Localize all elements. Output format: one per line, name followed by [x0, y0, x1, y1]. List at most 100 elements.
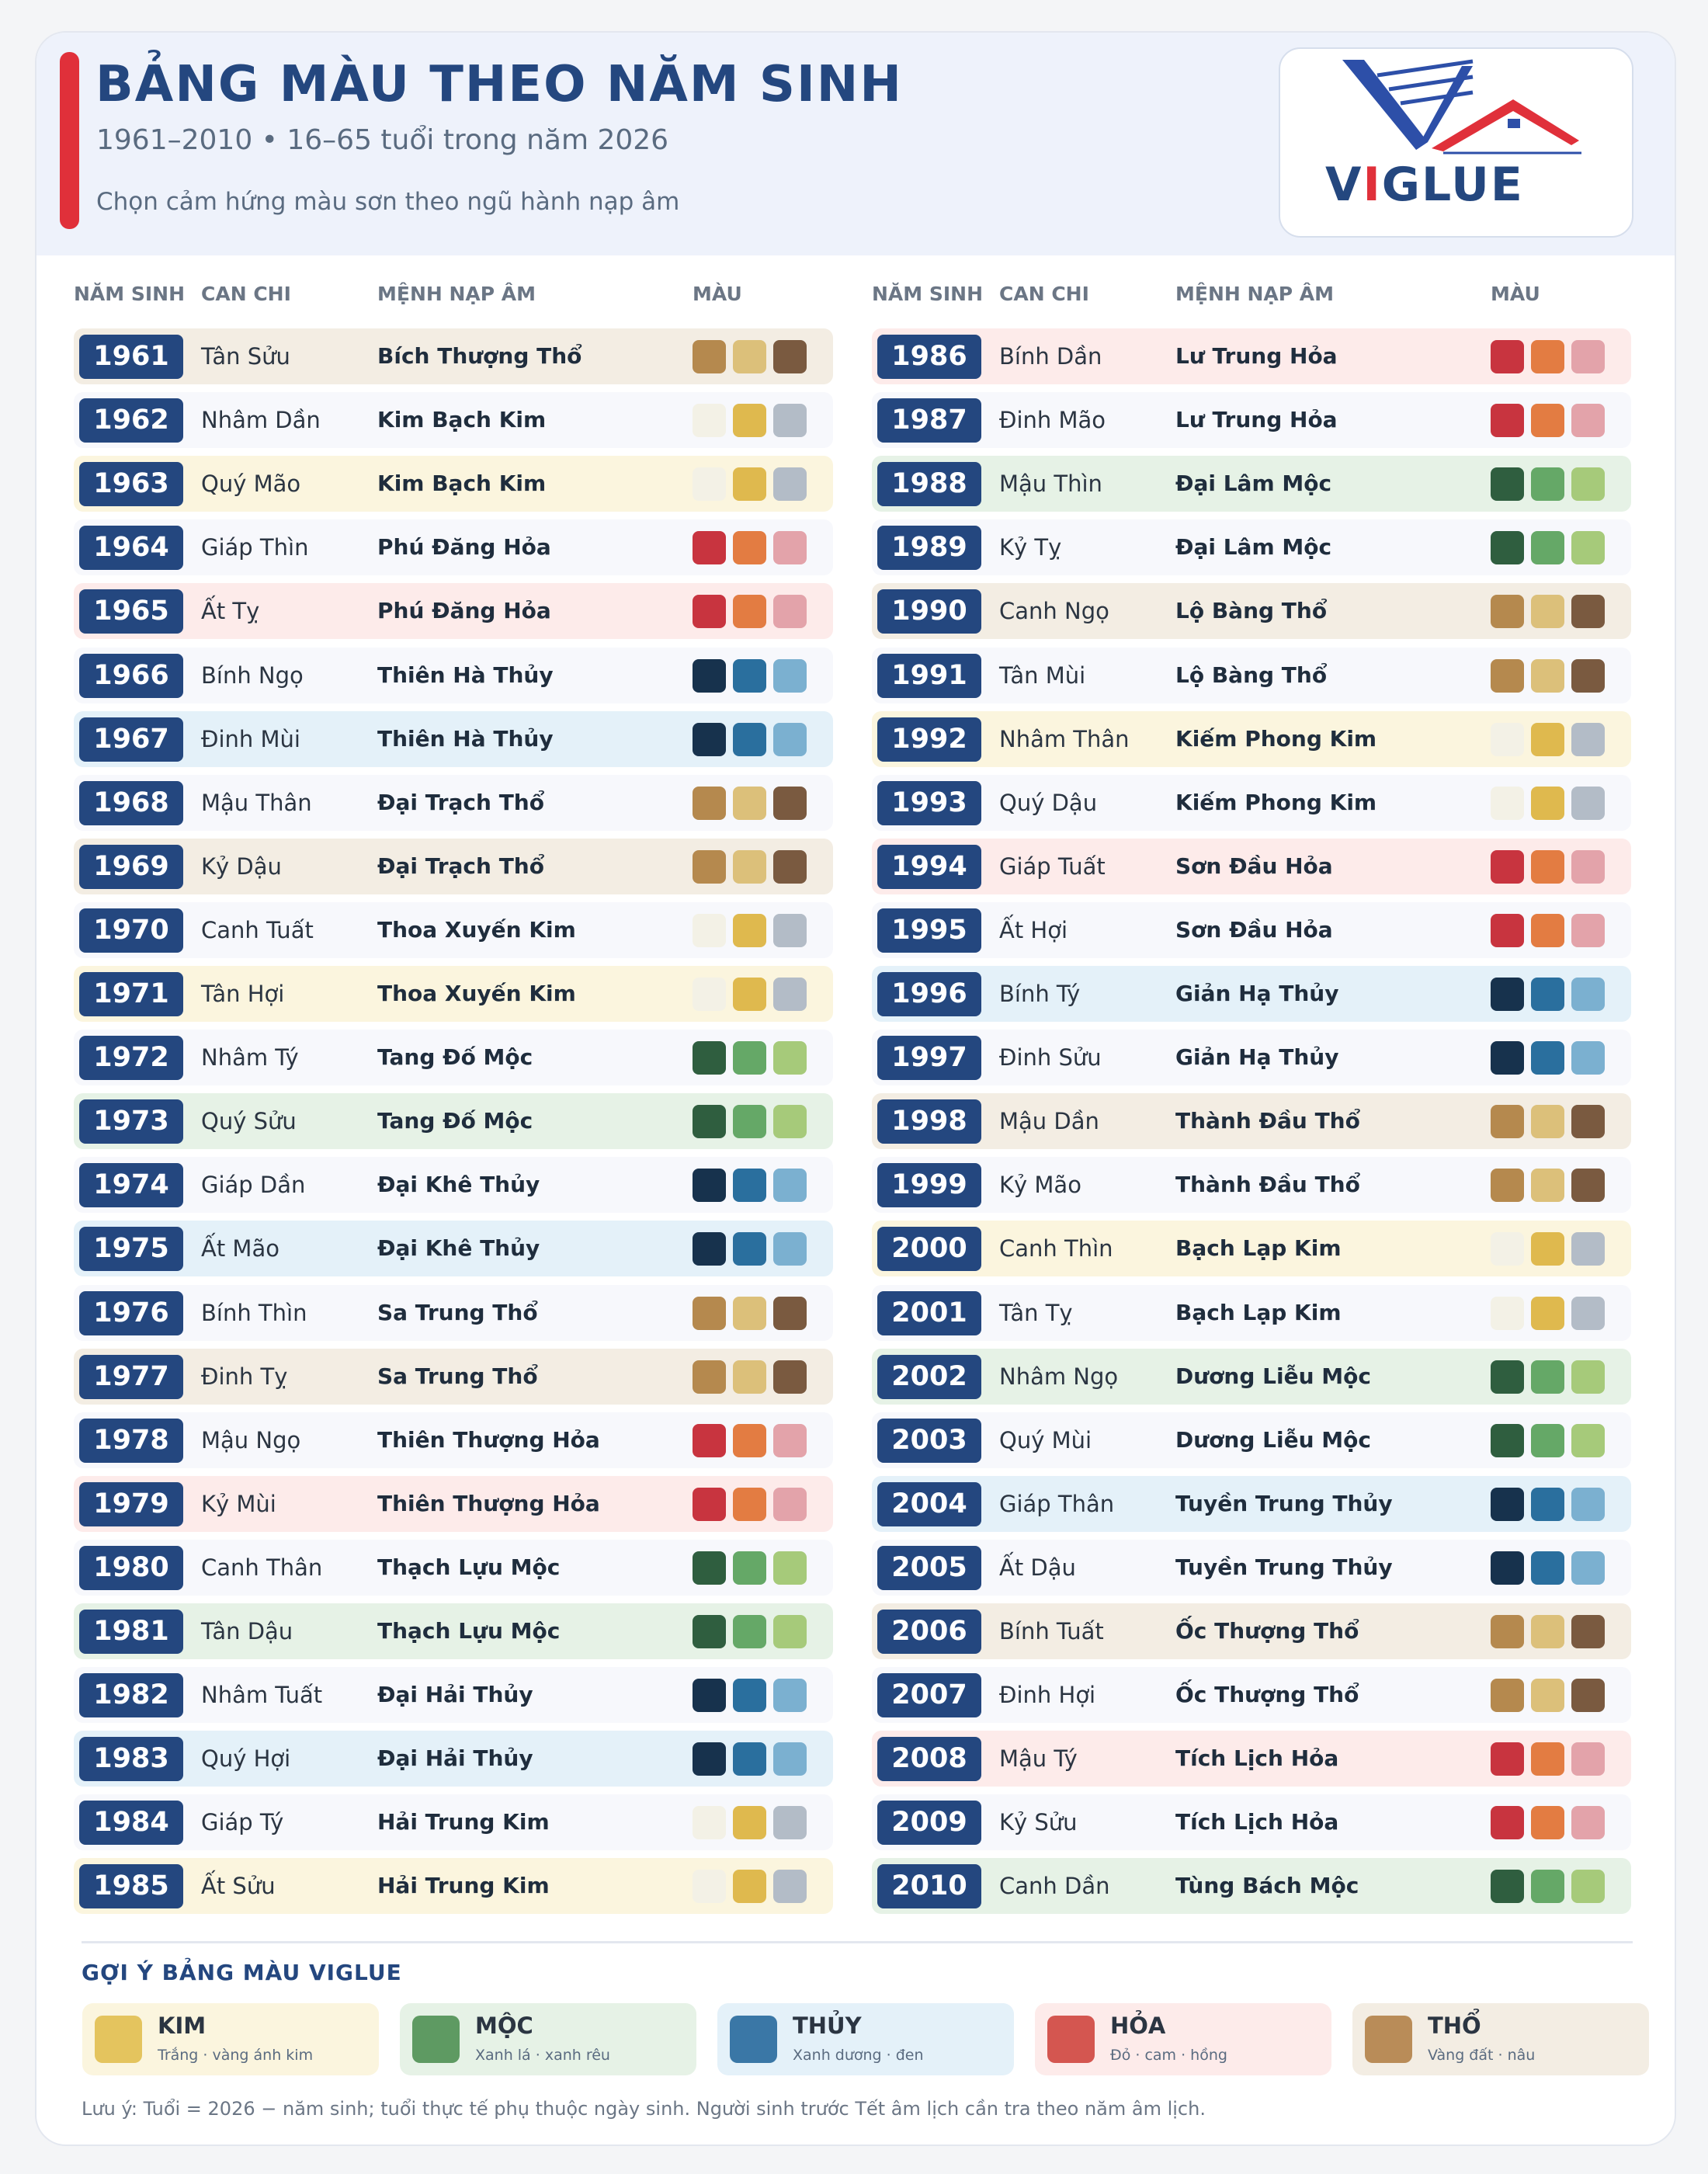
color-swatch [1531, 1615, 1564, 1648]
can-chi: Kỷ Mùi [201, 1490, 276, 1517]
year-badge: 1974 [79, 1163, 183, 1208]
table-row: 1987 Đinh Mão Lư Trung Hỏa [872, 392, 1631, 449]
menh: Hải Trung Kim [377, 1809, 550, 1835]
year-badge: 1984 [79, 1801, 183, 1846]
can-chi: Canh Ngọ [999, 598, 1109, 625]
color-swatch [733, 404, 766, 438]
color-swatch [773, 1296, 807, 1330]
menh: Kiếm Phong Kim [1175, 789, 1377, 815]
color-swatch [1491, 1551, 1524, 1585]
table-row: 1970 Canh Tuất Thoa Xuyến Kim [74, 901, 833, 958]
color-swatch [1531, 1423, 1564, 1457]
table-row: 1992 Nhâm Thân Kiếm Phong Kim [872, 710, 1631, 767]
menh: Đại Lâm Mộc [1175, 534, 1332, 561]
color-swatch [1571, 786, 1605, 820]
can-chi: Bính Tý [999, 981, 1081, 1007]
color-swatch [693, 595, 726, 629]
can-chi: Ất Hợi [999, 916, 1068, 943]
color-swatch [773, 1232, 807, 1266]
color-swatch [693, 1296, 726, 1330]
title: BẢNG MÀU THEO NĂM SINH [95, 56, 903, 113]
menh: Thành Đầu Thổ [1175, 1108, 1360, 1134]
color-swatch [733, 1296, 766, 1330]
year-badge: 1999 [877, 1163, 981, 1208]
color-swatch [1531, 1296, 1564, 1330]
legend-swatch [1047, 2016, 1095, 2063]
can-chi: Kỷ Sửu [999, 1809, 1078, 1836]
color-swatch [773, 595, 807, 629]
table-row: 2005 Ất Dậu Tuyền Trung Thủy [872, 1539, 1631, 1596]
color-swatch [1571, 1551, 1605, 1585]
table-row: 2004 Giáp Thân Tuyền Trung Thủy [872, 1475, 1631, 1532]
year-badge: 1969 [79, 844, 183, 889]
color-swatch [733, 1487, 766, 1521]
can-chi: Nhâm Tuất [201, 1682, 323, 1709]
column-header: NĂM SINH [74, 283, 186, 305]
table-row: 1966 Bính Ngọ Thiên Hà Thủy [74, 647, 833, 703]
year-badge: 1977 [79, 1354, 183, 1399]
menh: Dương Liễu Mộc [1175, 1363, 1371, 1389]
column-header: MÀU [1491, 283, 1540, 305]
year-badge: 1983 [79, 1737, 183, 1782]
divider [82, 1941, 1633, 1943]
color-swatch [1531, 1679, 1564, 1713]
color-swatch [1571, 1296, 1605, 1330]
table-row: 2009 Kỷ Sửu Tích Lịch Hỏa [872, 1794, 1631, 1851]
legend-item: KIM Trắng · vàng ánh kim [82, 2003, 379, 2075]
color-swatch [733, 595, 766, 629]
year-badge: 1988 [877, 462, 981, 507]
color-swatch [733, 722, 766, 756]
can-chi: Nhâm Dần [201, 407, 321, 434]
year-badge: 1979 [79, 1481, 183, 1526]
color-swatch [1571, 595, 1605, 629]
color-swatch [1491, 1487, 1524, 1521]
can-chi: Giáp Thìn [201, 534, 309, 561]
can-chi: Bính Thìn [201, 1299, 307, 1326]
color-swatch [1491, 404, 1524, 438]
color-swatch [733, 1870, 766, 1904]
menh: Tích Lịch Hỏa [1175, 1809, 1339, 1835]
logo: VIGLUE [1279, 47, 1633, 238]
can-chi: Canh Dần [999, 1873, 1110, 1900]
menh: Đại Trạch Thổ [377, 853, 544, 879]
color-swatch [773, 1870, 807, 1904]
column-header: NĂM SINH [872, 283, 984, 305]
table-row: 2000 Canh Thìn Bạch Lạp Kim [872, 1221, 1631, 1277]
column-header: CAN CHI [999, 283, 1089, 305]
table-row: 1972 Nhâm Tý Tang Đố Mộc [74, 1030, 833, 1086]
color-swatch [1491, 1360, 1524, 1394]
color-swatch [1571, 1041, 1605, 1075]
color-swatch [733, 1551, 766, 1585]
color-swatch [1491, 913, 1524, 947]
color-swatch [693, 786, 726, 820]
year-badge: 1978 [79, 1418, 183, 1463]
color-swatch [1531, 1169, 1564, 1203]
color-swatch [1491, 340, 1524, 373]
menh: Sa Trung Thổ [377, 1299, 538, 1325]
legend-name: THỔ [1428, 2013, 1481, 2039]
menh: Tuyền Trung Thủy [1175, 1554, 1393, 1580]
year-badge: 1993 [877, 780, 981, 825]
color-swatch [1491, 1041, 1524, 1075]
color-swatch [733, 913, 766, 947]
table-row: 1967 Đinh Mùi Thiên Hà Thủy [74, 710, 833, 767]
can-chi: Ất Tỵ [201, 598, 260, 625]
table-row: 1990 Canh Ngọ Lộ Bàng Thổ [872, 583, 1631, 640]
color-swatch [1571, 658, 1605, 693]
can-chi: Quý Sửu [201, 1108, 297, 1135]
year-badge: 1964 [79, 526, 183, 571]
can-chi: Tân Tỵ [999, 1299, 1073, 1326]
color-swatch [693, 658, 726, 693]
can-chi: Kỷ Tỵ [999, 534, 1062, 561]
color-swatch [1531, 595, 1564, 629]
menh: Giản Hạ Thủy [1175, 1044, 1339, 1071]
color-swatch [1491, 1296, 1524, 1330]
table-row: 1980 Canh Thân Thạch Lựu Mộc [74, 1539, 833, 1596]
color-swatch [693, 1105, 726, 1139]
year-badge: 1980 [79, 1545, 183, 1590]
table-row: 1991 Tân Mùi Lộ Bàng Thổ [872, 647, 1631, 703]
menh: Đại Khê Thủy [377, 1235, 540, 1262]
color-swatch [1491, 467, 1524, 502]
menh: Lộ Bàng Thổ [1175, 662, 1328, 688]
can-chi: Đinh Mão [999, 407, 1106, 434]
